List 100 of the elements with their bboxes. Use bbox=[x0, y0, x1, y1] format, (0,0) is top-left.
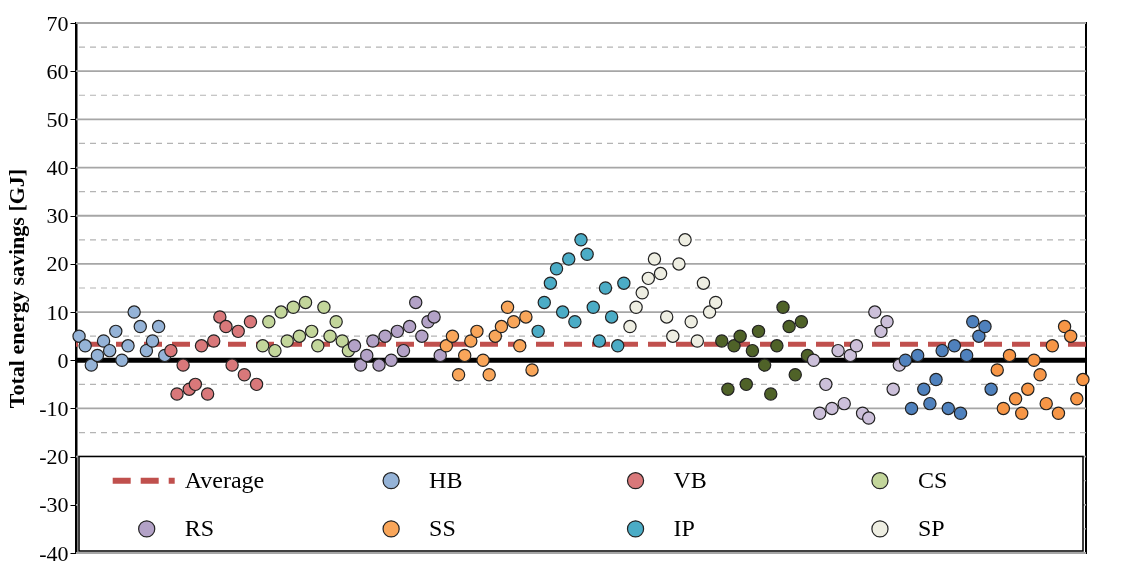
point bbox=[874, 324, 888, 339]
point bbox=[617, 276, 631, 290]
point bbox=[904, 401, 919, 416]
point bbox=[623, 319, 637, 334]
point bbox=[488, 329, 503, 343]
point bbox=[353, 358, 368, 372]
point bbox=[127, 305, 141, 319]
point bbox=[543, 276, 558, 290]
point bbox=[482, 368, 496, 382]
point bbox=[843, 348, 858, 363]
point bbox=[145, 334, 160, 348]
point bbox=[770, 339, 784, 353]
point bbox=[494, 319, 509, 334]
point bbox=[990, 363, 1004, 377]
point bbox=[586, 300, 600, 314]
point bbox=[972, 329, 986, 343]
point bbox=[776, 300, 790, 314]
point bbox=[849, 339, 864, 353]
point bbox=[525, 363, 539, 377]
point bbox=[188, 377, 203, 392]
point bbox=[806, 353, 821, 367]
point bbox=[378, 329, 392, 343]
point bbox=[708, 295, 723, 310]
point bbox=[1051, 406, 1066, 420]
point bbox=[672, 257, 686, 271]
point bbox=[727, 339, 741, 353]
y-tick-label: -20 bbox=[39, 444, 69, 470]
point bbox=[653, 266, 668, 281]
point bbox=[1039, 396, 1053, 411]
point bbox=[917, 382, 931, 396]
y-tick-label: -40 bbox=[39, 540, 69, 564]
point bbox=[739, 377, 753, 392]
point bbox=[898, 353, 913, 367]
point bbox=[629, 300, 643, 314]
point bbox=[1027, 353, 1041, 367]
y-tick-label: 10 bbox=[46, 299, 69, 325]
point bbox=[1021, 382, 1035, 396]
point bbox=[690, 334, 705, 348]
point bbox=[733, 329, 747, 343]
point bbox=[249, 377, 264, 392]
point bbox=[231, 324, 245, 339]
point bbox=[764, 387, 778, 401]
legend-label: VB bbox=[673, 466, 707, 493]
y-tick-label: 60 bbox=[46, 58, 69, 84]
point bbox=[923, 396, 937, 411]
point bbox=[194, 339, 209, 353]
point bbox=[1045, 339, 1060, 353]
point bbox=[292, 329, 307, 343]
y-tick-label: -10 bbox=[39, 395, 69, 421]
point bbox=[757, 358, 772, 372]
point bbox=[996, 401, 1011, 416]
point bbox=[90, 348, 105, 363]
point bbox=[72, 329, 86, 343]
legend-label: SS bbox=[429, 514, 456, 541]
legend-label: IP bbox=[673, 514, 695, 541]
point bbox=[592, 334, 607, 348]
point bbox=[243, 315, 258, 329]
point bbox=[237, 368, 252, 382]
point bbox=[935, 343, 949, 358]
y-tick-label: 40 bbox=[46, 155, 69, 181]
point bbox=[262, 315, 276, 329]
point bbox=[886, 382, 900, 396]
point bbox=[470, 324, 484, 339]
point bbox=[641, 271, 656, 286]
point bbox=[317, 300, 331, 314]
point bbox=[531, 324, 545, 339]
point bbox=[268, 343, 282, 358]
point bbox=[574, 233, 588, 247]
point bbox=[464, 334, 478, 348]
point bbox=[580, 247, 594, 261]
point bbox=[604, 310, 619, 324]
point bbox=[139, 343, 154, 358]
point bbox=[409, 295, 423, 310]
point bbox=[831, 343, 845, 358]
point bbox=[1076, 372, 1090, 387]
point bbox=[329, 315, 343, 329]
point bbox=[837, 396, 851, 411]
point bbox=[647, 252, 662, 266]
point bbox=[794, 315, 809, 329]
point bbox=[506, 315, 521, 329]
point bbox=[415, 329, 429, 343]
point bbox=[702, 305, 717, 319]
point bbox=[274, 305, 288, 319]
point bbox=[311, 339, 325, 353]
point bbox=[286, 300, 301, 314]
y-tick-label: 70 bbox=[46, 10, 69, 36]
point bbox=[910, 348, 925, 363]
point bbox=[225, 358, 239, 372]
point bbox=[323, 329, 337, 343]
point bbox=[207, 334, 221, 348]
point bbox=[298, 295, 313, 310]
point bbox=[219, 319, 233, 334]
point bbox=[549, 262, 564, 276]
point bbox=[151, 319, 166, 334]
point bbox=[133, 319, 147, 334]
point bbox=[115, 353, 129, 367]
point bbox=[445, 329, 460, 343]
point bbox=[1063, 329, 1078, 343]
point bbox=[1057, 319, 1072, 334]
y-tick-label: 20 bbox=[46, 251, 69, 277]
